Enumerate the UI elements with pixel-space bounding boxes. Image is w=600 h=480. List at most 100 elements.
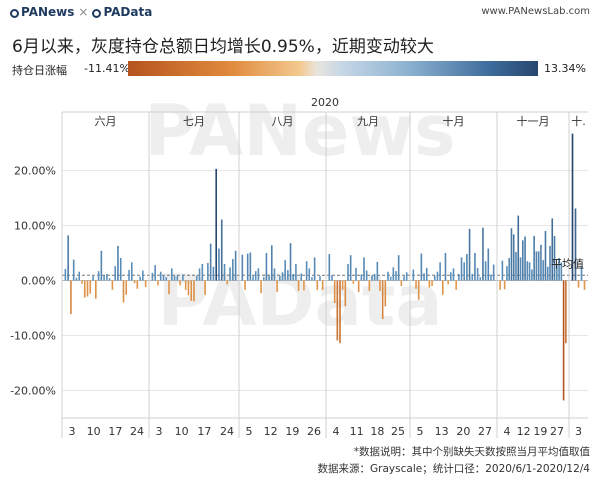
bar — [75, 277, 78, 281]
bar — [100, 250, 103, 281]
bar — [162, 275, 165, 281]
bar — [415, 280, 417, 289]
top-bar: PANews × PAData www.PANewsLab.com — [0, 0, 600, 24]
bar — [252, 276, 254, 281]
bar — [474, 253, 476, 281]
y-tick-label: 20.00% — [14, 165, 56, 178]
bar — [184, 280, 187, 290]
bar — [195, 275, 198, 281]
bar — [376, 261, 379, 281]
bar — [173, 276, 176, 281]
bar — [471, 273, 474, 281]
bar — [526, 261, 529, 281]
bar — [287, 270, 289, 281]
bar — [549, 245, 551, 281]
bar — [133, 280, 136, 284]
bar — [176, 275, 179, 281]
month-label: 八月 — [272, 115, 294, 128]
bar — [501, 260, 504, 281]
bar — [92, 276, 94, 281]
x-tick-label: 12 — [264, 425, 278, 438]
y-tick-label: -10.00% — [10, 330, 56, 343]
bar — [428, 280, 431, 288]
bar — [580, 266, 583, 281]
bar — [268, 276, 270, 281]
bar — [517, 215, 520, 281]
x-tick-label: 3 — [575, 425, 582, 438]
bar — [244, 280, 246, 290]
bar — [479, 277, 482, 281]
bar — [403, 276, 405, 281]
bar — [260, 280, 262, 294]
bar — [558, 257, 560, 281]
bar — [484, 261, 487, 281]
bar — [64, 268, 67, 281]
watermark: PANews PAData — [144, 90, 455, 342]
bar — [86, 280, 89, 297]
bar — [431, 280, 433, 286]
bar — [355, 267, 357, 281]
bar — [522, 240, 524, 281]
site-url: www.PANewsLab.com — [481, 6, 590, 17]
x-tick-label: 24 — [130, 425, 144, 438]
bar — [506, 266, 508, 281]
bar — [531, 269, 533, 281]
brand-right: PAData — [103, 5, 153, 19]
x-tick-label: 3 — [69, 425, 76, 438]
bar — [482, 227, 484, 281]
bar — [220, 219, 223, 281]
bar — [368, 280, 371, 291]
bar — [179, 280, 181, 286]
bar — [159, 271, 162, 281]
bar — [284, 260, 286, 281]
color-scale-min: -11.41% — [84, 62, 130, 75]
bars — [64, 133, 586, 401]
padata-logo-icon — [92, 9, 102, 18]
bar — [279, 276, 281, 281]
bar — [455, 280, 457, 290]
bar — [441, 280, 444, 295]
bar — [503, 280, 506, 290]
bar — [106, 273, 108, 281]
bar — [510, 228, 513, 281]
bar — [321, 280, 324, 290]
x-tick-label: 27 — [550, 425, 564, 438]
bar — [512, 234, 515, 281]
watermark-padata: PAData — [157, 260, 442, 342]
bar — [103, 275, 105, 281]
bar — [450, 272, 452, 281]
bar — [201, 264, 204, 281]
bar — [67, 235, 69, 281]
bar — [397, 255, 400, 281]
bar — [171, 268, 173, 281]
x-tick-label: 20 — [456, 425, 470, 438]
bar — [97, 271, 100, 281]
bar — [533, 235, 535, 281]
bar — [433, 275, 436, 281]
year-label: 2020 — [311, 96, 339, 109]
bar — [490, 274, 492, 281]
x-tick-label: 17 — [197, 425, 211, 438]
bar — [371, 275, 373, 281]
bar — [551, 218, 554, 281]
bar — [556, 264, 558, 281]
bar — [223, 264, 226, 281]
bar — [405, 272, 408, 281]
bar — [423, 273, 425, 281]
bar — [349, 255, 352, 281]
bar — [70, 280, 72, 315]
bar — [295, 264, 297, 281]
bar — [392, 267, 395, 281]
bar — [400, 280, 403, 286]
bar — [444, 253, 447, 281]
bar — [352, 280, 355, 284]
bar — [365, 270, 368, 281]
bar — [515, 251, 517, 281]
bar — [384, 280, 387, 307]
bar — [363, 257, 365, 281]
bar — [562, 280, 565, 401]
x-tick-label: 12 — [517, 425, 531, 438]
bar — [232, 259, 234, 281]
bar — [182, 274, 184, 281]
bar — [265, 253, 268, 281]
